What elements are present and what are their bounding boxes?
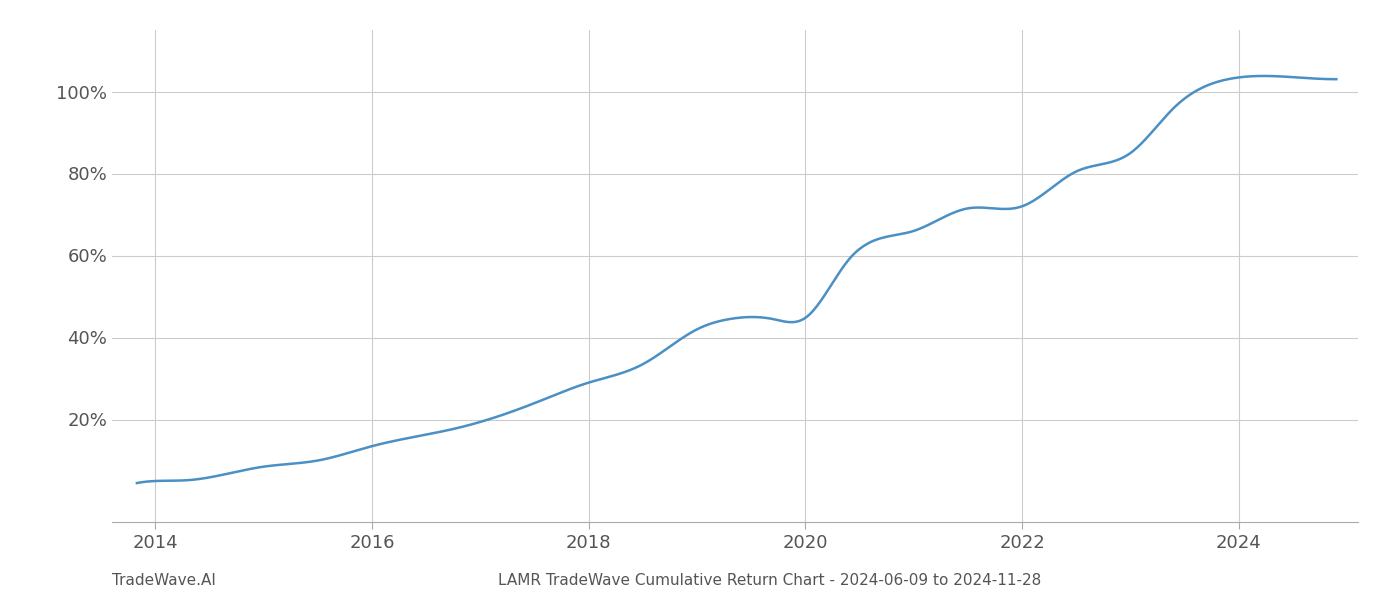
Text: LAMR TradeWave Cumulative Return Chart - 2024-06-09 to 2024-11-28: LAMR TradeWave Cumulative Return Chart -… [498,573,1042,588]
Text: TradeWave.AI: TradeWave.AI [112,573,216,588]
